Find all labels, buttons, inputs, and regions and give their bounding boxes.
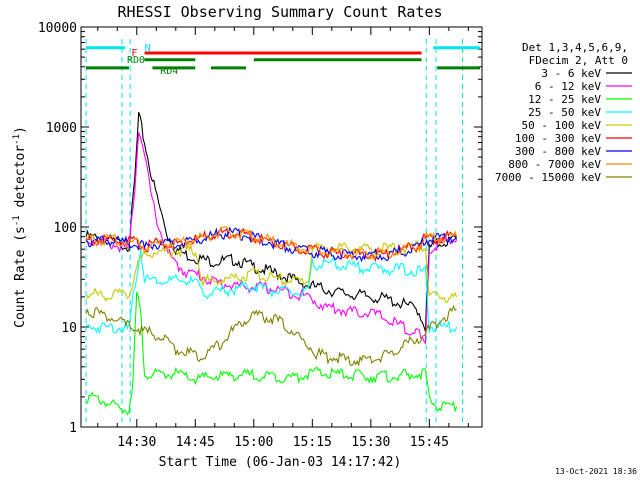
legend: Det 1,3,4,5,6,9,FDecim 2, Att 03 - 6 keV…: [495, 41, 632, 184]
y-tick-label: 1000: [46, 121, 77, 136]
y-axis-label-sup2: -1: [12, 134, 22, 145]
series-line: [85, 132, 458, 345]
footer-timestamp: 13-Oct-2021 18:36: [555, 467, 637, 476]
y-tick-label: 10000: [38, 21, 77, 36]
y-tick-label: 100: [54, 221, 77, 236]
flag-label-n: N: [145, 43, 151, 54]
flag-label-f: F: [131, 48, 137, 59]
y-tick-label: 1: [69, 421, 77, 436]
legend-entry-label: 3 - 6 keV: [541, 67, 601, 80]
legend-entry-label: 25 - 50 keV: [528, 106, 601, 119]
legend-header-line2: FDecim 2, Att 0: [529, 54, 628, 67]
legend-entry-label: 100 - 300 keV: [515, 132, 601, 145]
y-axis-label: Count Rate (s-1 detector-1): [12, 126, 28, 328]
x-axis-label: Start Time (06-Jan-03 14:17:42): [159, 455, 402, 470]
plot-frame: [80, 26, 483, 428]
chart-title: RHESSI Observing Summary Count Rates: [117, 3, 442, 21]
legend-entry-label: 50 - 100 keV: [522, 119, 602, 132]
x-tick-label: 15:30: [351, 435, 390, 450]
legend-entry-label: 12 - 25 keV: [528, 93, 601, 106]
series-line: [85, 112, 458, 332]
legend-entry-label: 7000 - 15000 keV: [495, 171, 601, 184]
flag-label-rd0: RD0: [127, 55, 145, 66]
series-line: [85, 304, 457, 367]
x-tick-label: 15:15: [293, 435, 332, 450]
legend-entry-label: 6 - 12 keV: [535, 80, 602, 93]
series-line: [86, 291, 458, 416]
series-line: [85, 226, 458, 263]
flag-label-rd4: RD4: [160, 66, 178, 77]
x-tick-label: 15:00: [234, 435, 273, 450]
legend-entry-label: 300 - 800 keV: [515, 145, 601, 158]
night-lines: [85, 39, 463, 427]
y-tick-label: 10: [61, 321, 77, 336]
x-axis: 14:30 14:45 15:00 15:15 15:30 15:45: [97, 27, 469, 450]
y-axis: 1 10 100 1000 10000: [38, 21, 482, 436]
x-tick-label: 14:30: [117, 435, 156, 450]
series-line: [85, 249, 458, 335]
series-lines: [85, 112, 458, 416]
legend-header-line1: Det 1,3,4,5,6,9,: [522, 41, 628, 54]
x-tick-label: 14:45: [176, 435, 215, 450]
y-axis-label-sup1: -1: [12, 215, 22, 226]
series-line: [85, 240, 458, 304]
x-tick-label: 15:45: [410, 435, 449, 450]
series-line: [86, 226, 458, 262]
legend-entry-label: 800 - 7000 keV: [508, 158, 601, 171]
